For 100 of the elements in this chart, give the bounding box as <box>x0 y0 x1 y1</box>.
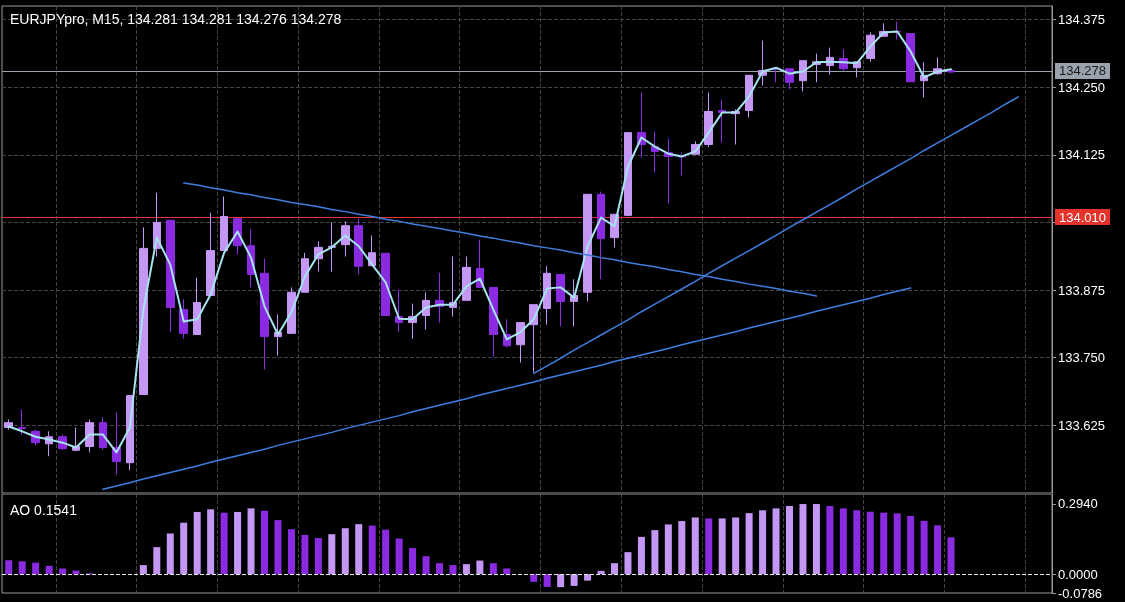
candlestick <box>543 265 551 326</box>
bar <box>234 511 242 575</box>
bar <box>328 534 336 575</box>
bar <box>678 521 686 575</box>
candlestick <box>799 60 807 92</box>
bar <box>368 525 376 575</box>
bar <box>705 518 713 575</box>
candlestick <box>624 132 632 216</box>
bar <box>45 565 53 575</box>
bar <box>718 518 726 575</box>
bar <box>893 513 901 575</box>
bar <box>5 560 13 575</box>
y-tick-label: 133.875 <box>1058 282 1105 298</box>
bar <box>530 574 538 582</box>
candlestick <box>18 409 26 436</box>
candlestick <box>354 218 363 275</box>
y-tick-label: 134.125 <box>1058 147 1105 163</box>
candlestick <box>906 33 915 83</box>
y-tick-label: 133.750 <box>1058 350 1105 366</box>
bar <box>409 548 417 575</box>
candlestick <box>139 226 148 396</box>
bar <box>274 520 282 575</box>
bar <box>880 512 888 575</box>
candlestick <box>462 256 471 301</box>
candlestick <box>193 277 201 335</box>
line-series <box>102 287 912 490</box>
bar <box>597 570 605 575</box>
bar <box>355 524 363 575</box>
bar <box>947 537 955 575</box>
bar <box>812 504 820 575</box>
bar <box>395 538 403 575</box>
bar <box>799 504 807 575</box>
bar <box>261 510 268 575</box>
y-tick-label: 133.625 <box>1058 417 1105 433</box>
line-series <box>7 30 953 454</box>
y-tick-label: 134.375 <box>1058 12 1105 28</box>
text: AO 0.1541 <box>10 502 78 518</box>
candlestick <box>704 92 713 148</box>
candlestick <box>206 212 215 296</box>
bar <box>624 552 632 575</box>
bar <box>557 574 565 588</box>
bar <box>691 517 699 575</box>
bar <box>287 529 295 575</box>
y-tick-label: 134.250 <box>1058 79 1105 95</box>
candlestick <box>166 219 175 333</box>
bar <box>139 565 147 575</box>
y-tick-label: 0.0000 <box>1058 566 1098 582</box>
bar <box>826 505 834 575</box>
bar <box>637 536 645 575</box>
candlestick <box>745 74 753 118</box>
ref-line-label: 134.010 <box>1059 209 1106 225</box>
bar <box>422 556 430 575</box>
bar <box>934 525 942 575</box>
bar <box>153 547 161 575</box>
candlestick <box>556 273 565 327</box>
chart-title: EURJPYpro, M15, 134.281 134.281 134.276 134.278 <box>10 11 342 27</box>
bar <box>449 565 457 575</box>
candlestick <box>381 252 390 317</box>
bar <box>314 538 322 575</box>
bar <box>759 510 767 575</box>
bar <box>207 509 215 575</box>
candlestick <box>516 322 525 364</box>
bar <box>180 522 188 575</box>
candlestick <box>772 67 780 83</box>
bar <box>247 508 255 575</box>
bar <box>570 574 578 586</box>
bar <box>341 528 349 575</box>
candlestick <box>328 221 336 273</box>
bar <box>651 530 659 575</box>
candlestick <box>718 99 726 143</box>
bar <box>462 564 470 575</box>
candlestick <box>85 418 94 453</box>
bar <box>907 516 915 575</box>
bar <box>866 511 874 575</box>
bar <box>732 517 740 575</box>
bar <box>611 563 618 575</box>
bar <box>786 505 793 575</box>
candlestick <box>220 195 228 252</box>
bar <box>476 560 484 575</box>
bar <box>543 574 551 587</box>
bar <box>853 510 861 575</box>
bar <box>920 520 928 575</box>
bar <box>489 563 497 575</box>
bar <box>745 513 753 575</box>
y-tick-label: -0.0786 <box>1058 585 1103 601</box>
bar <box>382 529 390 575</box>
ref-line-label: 134.278 <box>1059 63 1106 79</box>
y-tick-label: 0.2940 <box>1058 496 1098 512</box>
bar <box>772 508 780 575</box>
bar <box>436 563 443 575</box>
bar <box>664 524 672 575</box>
bar <box>32 562 40 575</box>
bar <box>839 508 847 575</box>
bar <box>503 568 511 575</box>
candlestick <box>260 258 269 371</box>
bar <box>193 511 201 575</box>
bar <box>301 534 309 575</box>
candlestick <box>597 191 605 280</box>
bar <box>18 561 26 575</box>
candlestick <box>583 193 592 302</box>
